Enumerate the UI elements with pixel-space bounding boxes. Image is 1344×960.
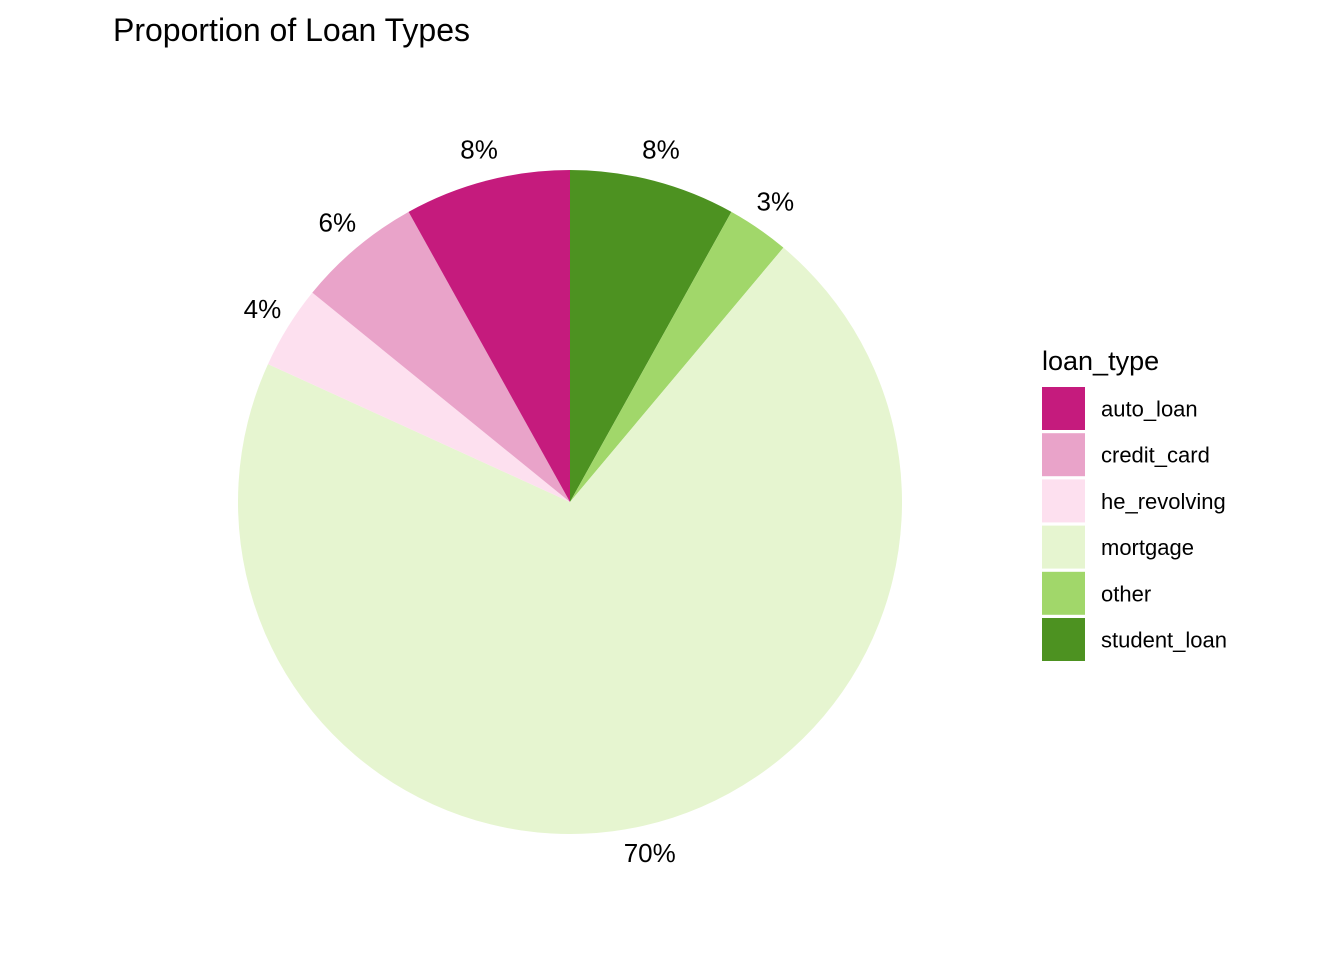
legend-swatch-student-loan [1042, 618, 1085, 661]
legend: loan_type auto_loan credit_card he_revolvi… [1042, 346, 1227, 661]
pie-slice-other [570, 211, 784, 502]
legend-label-auto-loan: auto_loan [1101, 397, 1198, 422]
legend-label-he-revolving: he_revolving [1101, 489, 1226, 514]
legend-swatch-auto-loan [1042, 387, 1085, 430]
chart-title: Proportion of Loan Types [113, 12, 470, 48]
slice-label-mortgage: 70% [624, 838, 676, 868]
legend-swatch-credit-card [1042, 433, 1085, 477]
pie-slice-he-revolving [268, 292, 570, 502]
pie-slice-mortgage [237, 247, 902, 835]
pie-slice-auto-loan [408, 170, 570, 502]
slice-label-other: 3% [756, 187, 794, 217]
legend-title: loan_type [1042, 346, 1159, 376]
legend-label-credit-card: credit_card [1101, 443, 1210, 468]
legend-label-other: other [1101, 581, 1151, 606]
slice-label-credit-card: 6% [319, 208, 357, 238]
legend-swatch-he-revolving [1042, 479, 1085, 523]
slice-label-student-loan: 8% [642, 134, 680, 164]
legend-swatch-other [1042, 571, 1085, 615]
pie-slice-student-loan [570, 170, 732, 502]
legend-items: auto_loan credit_card he_revolving mortgage… [1042, 387, 1227, 661]
pie-slices [237, 170, 902, 835]
legend-label-mortgage: mortgage [1101, 535, 1194, 560]
slice-label-he-revolving: 4% [244, 294, 282, 324]
pie-slice-labels: 8% 3% 70% 4% 6% 8% [244, 134, 794, 868]
pie-slice-credit-card [312, 211, 570, 502]
legend-label-student-loan: student_loan [1101, 628, 1227, 653]
legend-swatch-mortgage [1042, 525, 1085, 569]
slice-label-auto-loan: 8% [460, 134, 498, 164]
